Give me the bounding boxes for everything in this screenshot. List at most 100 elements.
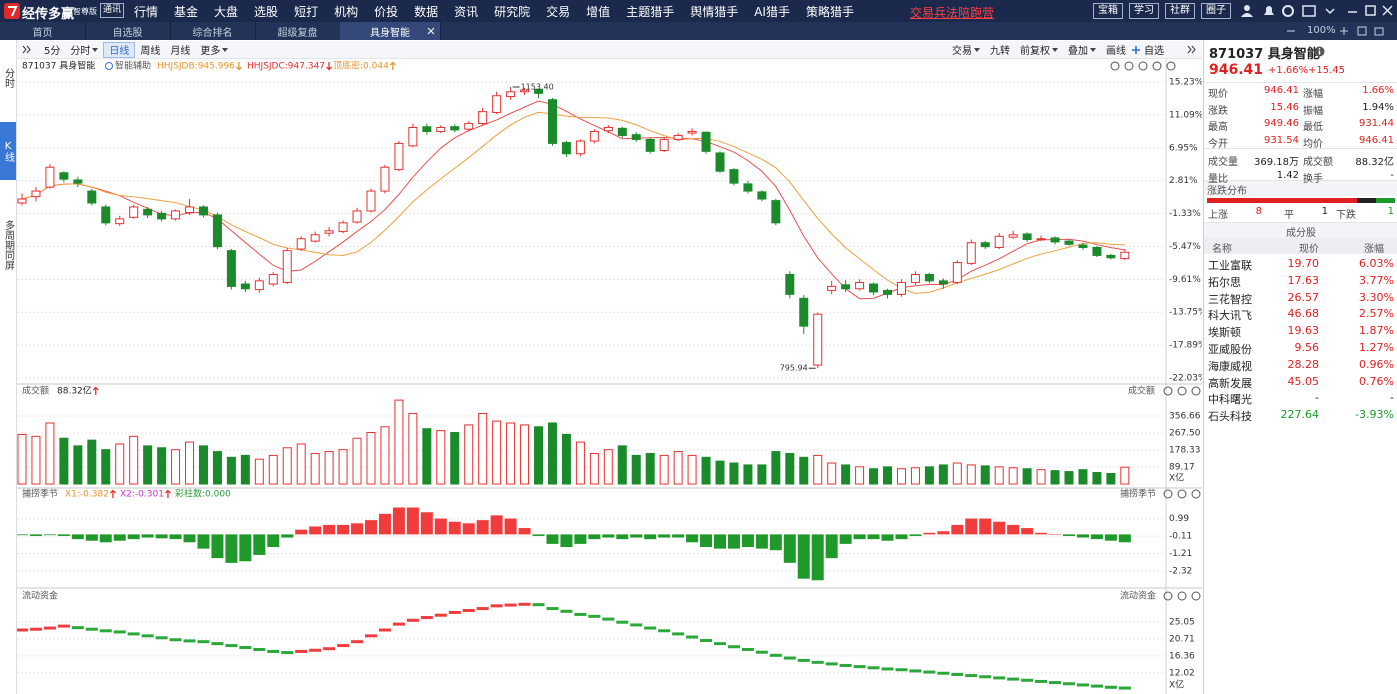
toolbar-button[interactable]: 自选 bbox=[1131, 43, 1169, 57]
volume-bar bbox=[1008, 467, 1018, 485]
toolbar-button[interactable]: 九转 bbox=[985, 43, 1015, 57]
menu-item[interactable]: 价投 bbox=[374, 4, 399, 19]
expand-icon[interactable] bbox=[1187, 45, 1197, 54]
low-label: 795.94 bbox=[780, 364, 808, 373]
dist-count: 8 bbox=[1255, 206, 1262, 217]
component-name[interactable]: 科大讯飞 bbox=[1208, 309, 1252, 323]
panel-icon bbox=[1163, 489, 1173, 499]
flow-mark bbox=[155, 636, 168, 640]
indicator-bar bbox=[392, 507, 405, 535]
flow-mark bbox=[811, 660, 824, 664]
candle-body bbox=[729, 169, 739, 184]
component-name[interactable]: 亚威股份 bbox=[1208, 343, 1252, 356]
promo[interactable]: 交易兵法陪跑营 bbox=[910, 6, 995, 20]
y-tick-label: 12.02 bbox=[1169, 668, 1195, 678]
indicator-bar bbox=[574, 534, 587, 544]
flow-mark bbox=[253, 647, 266, 651]
indicator-bar bbox=[741, 534, 754, 548]
indicator-bar bbox=[239, 534, 252, 562]
menu-item[interactable]: 机构 bbox=[334, 4, 359, 19]
top-button[interactable]: 社群 bbox=[1165, 3, 1195, 19]
component-name[interactable]: 三花智控 bbox=[1208, 292, 1252, 306]
menu-item[interactable]: 策略猎手 bbox=[805, 4, 854, 19]
indicator-bar bbox=[99, 534, 112, 543]
menu-item[interactable]: 增值 bbox=[586, 4, 611, 19]
toolbar-button[interactable]: 日线 bbox=[103, 41, 136, 58]
toolbar-button[interactable]: 前复权 bbox=[1015, 43, 1063, 57]
indicator-bar bbox=[672, 534, 685, 538]
toolbar-button[interactable]: 分时 bbox=[65, 43, 103, 57]
component-name[interactable]: 拓尔思 bbox=[1208, 275, 1241, 289]
top-button[interactable]: 圈子 bbox=[1201, 3, 1231, 19]
tab[interactable]: 首页 bbox=[0, 22, 86, 40]
y-tick-label: 178.33 bbox=[1169, 445, 1201, 455]
badge[interactable]: 通讯 bbox=[100, 3, 125, 18]
component-name[interactable]: 埃斯顿 bbox=[1208, 326, 1241, 340]
menu-item[interactable]: 主题猎手 bbox=[626, 4, 675, 19]
component-name[interactable]: 中科曙光 bbox=[1208, 393, 1252, 407]
tab-close[interactable] bbox=[426, 26, 436, 36]
menu-item[interactable]: 短打 bbox=[294, 4, 319, 19]
tab[interactable]: 综合排名 bbox=[170, 22, 256, 40]
menu-item[interactable]: 数据 bbox=[414, 4, 439, 19]
volume-bar bbox=[198, 445, 208, 485]
side-tab[interactable]: 多周期同屏 bbox=[2, 220, 14, 270]
menu-item[interactable]: AI猎手 bbox=[754, 4, 790, 19]
side-tab[interactable]: 分时 bbox=[2, 68, 14, 88]
side-tab[interactable]: K线 bbox=[0, 122, 16, 180]
top-button[interactable]: 学习 bbox=[1129, 3, 1159, 19]
indicator-bar bbox=[365, 520, 377, 535]
indicator-bar bbox=[1049, 534, 1062, 535]
menu-item[interactable]: 舆情猎手 bbox=[690, 4, 739, 19]
volume-bar bbox=[422, 428, 432, 485]
flow-mark bbox=[867, 666, 880, 670]
flow-mark bbox=[29, 627, 42, 631]
toolbar-button[interactable]: 周线 bbox=[135, 43, 165, 57]
indicator-bar bbox=[825, 534, 838, 559]
toolbar-button[interactable]: 画线 bbox=[1101, 43, 1131, 57]
toolbar-button[interactable]: 交易 bbox=[947, 43, 985, 57]
menu-item[interactable]: 大盘 bbox=[214, 4, 239, 19]
candle-body bbox=[1064, 240, 1074, 245]
component-name[interactable]: 海康威视 bbox=[1208, 359, 1252, 373]
volume-bar bbox=[310, 452, 320, 485]
tab[interactable]: 自选股 bbox=[85, 22, 171, 40]
component-name[interactable]: 石头科技 bbox=[1208, 410, 1252, 424]
flow-mark bbox=[923, 670, 936, 674]
toolbar-button[interactable]: 更多 bbox=[195, 43, 233, 57]
toolbar-button[interactable]: 月线 bbox=[165, 43, 195, 57]
component-price: 45.05 bbox=[1287, 374, 1320, 388]
quote-title: 871037 具身智能 bbox=[1209, 47, 1320, 62]
menu-item[interactable]: 基金 bbox=[174, 4, 199, 19]
flow-mark bbox=[797, 658, 810, 662]
toolbar-label: 月线 bbox=[170, 46, 191, 57]
component-name[interactable]: 高新发展 bbox=[1208, 376, 1252, 390]
candle-body bbox=[547, 99, 557, 144]
menu-item[interactable]: 选股 bbox=[254, 4, 279, 19]
toolbar-button[interactable]: 5分 bbox=[39, 43, 65, 57]
field-value: 949.46 bbox=[1264, 118, 1299, 129]
component-price: 227.64 bbox=[1280, 408, 1320, 422]
candle-body bbox=[101, 206, 111, 224]
field-label: 今开 bbox=[1208, 138, 1228, 150]
collapse-icon[interactable] bbox=[22, 45, 32, 54]
menu-item[interactable]: 行情 bbox=[134, 4, 159, 19]
component-price: 28.28 bbox=[1287, 357, 1320, 371]
menu-item[interactable]: 资讯 bbox=[454, 4, 479, 19]
tab[interactable]: 超级复盘 bbox=[255, 22, 341, 40]
indicator-bar bbox=[57, 534, 70, 536]
candle-body bbox=[952, 262, 962, 283]
menu-item[interactable]: 交易 bbox=[546, 4, 571, 19]
volume-bar bbox=[534, 426, 544, 485]
volume-bar bbox=[240, 454, 250, 485]
menu-item[interactable]: 研究院 bbox=[494, 4, 531, 19]
toolbar-button[interactable]: 叠加 bbox=[1063, 43, 1101, 57]
indicator-bar bbox=[85, 534, 98, 541]
tab[interactable]: 具身智能 bbox=[340, 22, 441, 40]
component-name[interactable]: 工业富联 bbox=[1208, 259, 1252, 272]
info-icon[interactable] bbox=[1314, 46, 1325, 57]
flow-mark bbox=[71, 626, 84, 630]
column-label: 现价 bbox=[1299, 244, 1319, 255]
top-button[interactable]: 宝箱 bbox=[1093, 3, 1123, 19]
candle-body bbox=[408, 127, 418, 147]
